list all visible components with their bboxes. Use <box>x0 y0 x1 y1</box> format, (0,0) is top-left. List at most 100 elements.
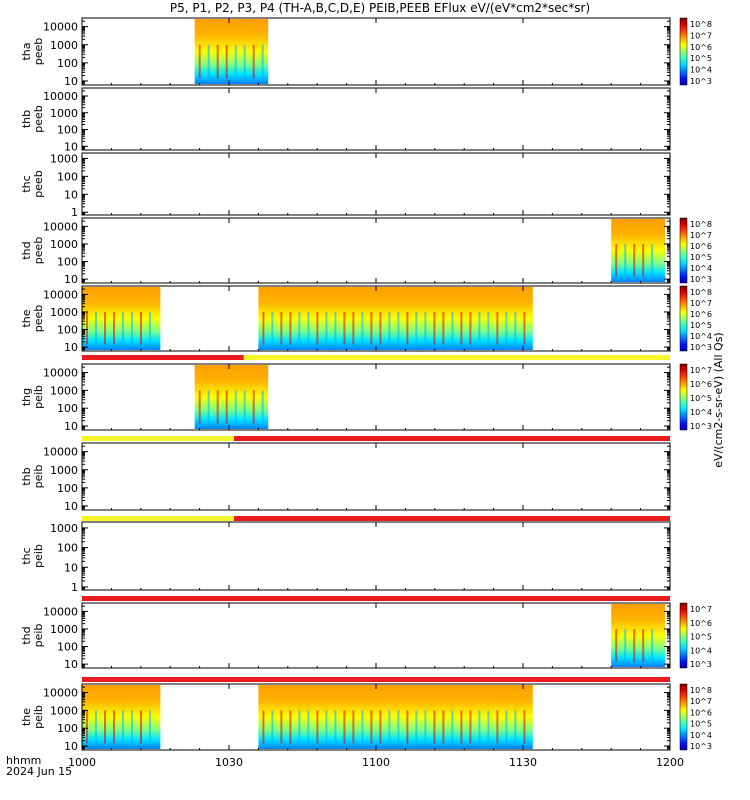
spectrogram-streak <box>379 312 382 345</box>
panel-label-product: peib <box>32 544 45 568</box>
spectrogram-streak <box>225 44 228 79</box>
spectrogram-streak <box>478 710 481 744</box>
spectrogram-streak <box>478 312 481 345</box>
colorbar-tick-label: 10^3 <box>690 422 712 431</box>
spectrogram-streak <box>104 710 106 744</box>
spectrogram-streak <box>325 312 328 345</box>
spectrogram-streak <box>633 244 636 277</box>
panel-thc-peeb: 1000 100 10 1 thcpeeb <box>20 152 671 219</box>
panel-label: thbpeib <box>20 465 45 489</box>
y-tick-label: 1000 <box>50 464 78 477</box>
spectrogram-streak <box>496 710 499 744</box>
panel-label: thepeeb <box>20 305 45 333</box>
panel-label: thepeib <box>20 705 45 729</box>
panel-label: thapeeb <box>20 38 45 66</box>
y-tick-label: 10 <box>64 740 78 753</box>
spectrogram-streak <box>343 312 346 345</box>
colorbar <box>679 683 688 751</box>
y-tick-label: 100 <box>57 170 78 183</box>
panel-frame <box>81 602 671 669</box>
y-tick-label: 1000 <box>50 107 78 120</box>
spectrogram-streak <box>370 312 373 345</box>
colorbar-tick-label: 10^5 <box>690 633 712 642</box>
panel-label: thbpeeb <box>20 105 45 133</box>
colorbar-tick-label: 10^6 <box>690 619 712 628</box>
y-tick-label: 10 <box>64 341 78 354</box>
spectrogram-streak <box>469 312 472 345</box>
panel-label-probe: thd <box>20 626 33 644</box>
panel-frame <box>81 152 671 216</box>
spectrogram-streak <box>271 312 274 345</box>
x-tick-label: 1030 <box>215 756 243 769</box>
colorbar-tick-label: 10^7 <box>690 697 712 706</box>
colorbar-tick-label: 10^3 <box>690 660 712 669</box>
panel-thd-peeb: 10000 1000 100 10 thdpeeb 10^8 10^7 10^6 10^5 10^… <box>20 217 712 286</box>
spectrogram-streak <box>505 710 508 744</box>
spectrogram-streak <box>433 312 436 345</box>
spectrogram-streak <box>397 312 400 345</box>
spectrogram-streak <box>86 710 88 744</box>
spectrogram-streak <box>262 710 265 744</box>
panel-frame <box>81 521 671 591</box>
spectrogram-streak <box>307 710 310 744</box>
panel-tha-peeb: 10000 1000 100 10 thapeeb 10^8 10^7 10^6 10^5 10^… <box>20 17 712 88</box>
spectrogram-streak <box>261 44 264 79</box>
y-tick-label: 10 <box>64 658 78 671</box>
colorbar-tick-label: 10^7 <box>690 31 712 40</box>
panel-thb-peeb: 10000 1000 100 10 thbpeeb <box>20 87 671 153</box>
colorbar <box>679 17 688 86</box>
spectrogram-streak <box>624 629 627 662</box>
spectrogram-streak <box>225 390 228 424</box>
panel-label: thgpeib <box>20 385 45 409</box>
spectrogram-streak <box>95 710 97 744</box>
spectrogram-streak <box>424 312 427 345</box>
spectrogram-streak <box>433 710 436 744</box>
spectrogram-streak <box>487 710 490 744</box>
spectrogram-streak <box>289 312 292 345</box>
colorbar-tick-label: 10^3 <box>690 275 712 284</box>
panel-label-probe: thc <box>20 175 33 192</box>
spectrogram-streak <box>361 312 364 345</box>
y-tick-label: 100 <box>57 482 78 495</box>
spectrogram-streak <box>397 710 400 744</box>
y-tick-label: 10000 <box>43 687 78 700</box>
spectrogram-streak <box>122 312 124 345</box>
spectrogram-streak <box>615 244 618 277</box>
panel-label-probe: thb <box>20 467 33 485</box>
panel-frame <box>81 217 671 284</box>
panel-label-product: peeb <box>32 237 45 265</box>
panel-label-probe: thc <box>20 547 33 564</box>
spectrogram-streak <box>523 312 526 345</box>
panel-thg-peib: 10000 1000 100 10 thgpeib 10^7 10^6 10^5 10^4 10^… <box>20 363 712 433</box>
panel-label-probe: tha <box>20 42 33 60</box>
spectrogram-streak <box>207 390 210 424</box>
panel-frame <box>81 363 671 431</box>
y-tick-label: 10000 <box>43 605 78 618</box>
spectrogram-streak <box>307 312 310 345</box>
panel-label-product: peib <box>32 385 45 409</box>
colorbar-tick-label: 10^6 <box>690 242 712 251</box>
y-tick-label: 100 <box>57 124 78 137</box>
y-tick-label: 10 <box>64 140 78 153</box>
x-tick-label: 1100 <box>362 756 390 769</box>
spectrogram-streak <box>271 710 274 744</box>
panel-label-probe: thb <box>20 110 33 128</box>
colorbar-tick-label: 10^8 <box>690 686 712 695</box>
spectrogram-streak <box>216 390 219 424</box>
panel-label-product: peeb <box>32 38 45 66</box>
spectrogram-streak <box>487 312 490 345</box>
mode-bar-segment <box>233 516 670 521</box>
y-tick-label: 10 <box>64 500 78 513</box>
panel-frame <box>81 17 671 86</box>
spectrogram-streak <box>442 710 445 744</box>
spectrogram-streak <box>370 710 373 744</box>
spectrogram-streak <box>633 629 636 662</box>
spectrogram-streak <box>651 629 654 662</box>
spectrogram-streak <box>442 312 445 345</box>
panel-label-product: peeb <box>32 305 45 333</box>
y-tick-label: 1000 <box>50 704 78 717</box>
mode-bar-segment <box>82 516 234 521</box>
spectrogram-streak <box>216 44 219 79</box>
spectrogram-streak <box>406 710 409 744</box>
